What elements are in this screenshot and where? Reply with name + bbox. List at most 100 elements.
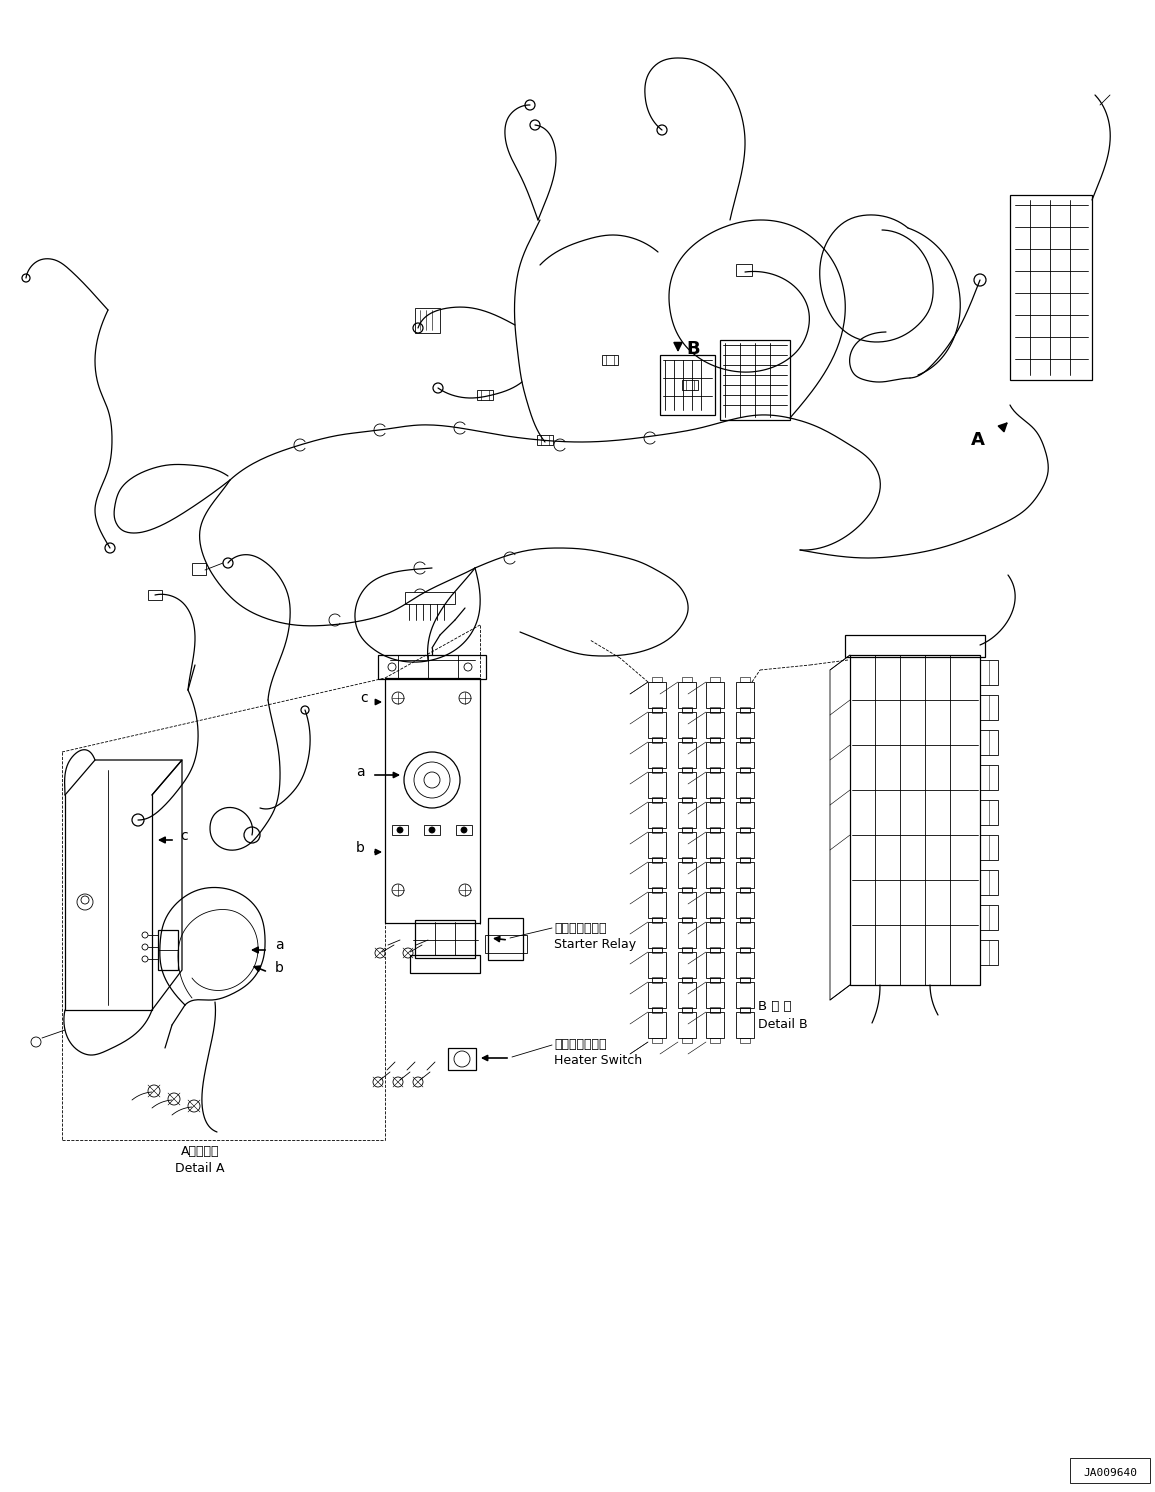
Bar bbox=[740, 1038, 750, 1043]
Bar bbox=[710, 828, 720, 833]
Bar bbox=[681, 768, 692, 773]
Bar bbox=[678, 952, 696, 977]
Bar bbox=[710, 918, 720, 922]
Bar bbox=[678, 712, 696, 739]
Bar bbox=[653, 947, 662, 952]
Bar bbox=[710, 768, 720, 773]
Circle shape bbox=[461, 827, 467, 833]
Bar bbox=[706, 862, 724, 888]
Bar bbox=[681, 737, 692, 742]
Bar bbox=[740, 737, 750, 742]
Bar bbox=[845, 636, 985, 656]
Bar bbox=[979, 906, 998, 930]
Text: b: b bbox=[356, 841, 365, 855]
Bar bbox=[710, 677, 720, 682]
Bar bbox=[653, 798, 662, 803]
Bar bbox=[681, 1007, 692, 1012]
Bar bbox=[648, 892, 666, 918]
Bar bbox=[489, 918, 523, 959]
Bar bbox=[653, 918, 662, 924]
Text: Starter Relay: Starter Relay bbox=[554, 938, 636, 950]
Bar bbox=[710, 977, 720, 983]
Bar bbox=[678, 1012, 696, 1038]
Bar bbox=[653, 797, 662, 803]
Bar bbox=[678, 833, 696, 858]
Bar bbox=[648, 1012, 666, 1038]
Bar bbox=[740, 707, 750, 712]
Bar bbox=[736, 712, 754, 739]
Bar bbox=[710, 737, 720, 742]
Circle shape bbox=[424, 771, 440, 788]
Bar bbox=[850, 655, 979, 985]
Bar bbox=[710, 707, 720, 712]
Bar bbox=[653, 888, 662, 894]
Bar bbox=[740, 888, 750, 894]
Bar bbox=[602, 355, 618, 366]
Bar bbox=[653, 739, 662, 743]
Bar bbox=[710, 798, 720, 803]
Text: スタータリレー: スタータリレー bbox=[554, 922, 606, 935]
Bar bbox=[653, 737, 662, 742]
Bar bbox=[385, 677, 480, 924]
Bar bbox=[648, 952, 666, 977]
Bar bbox=[740, 709, 750, 713]
Bar bbox=[740, 918, 750, 922]
Bar bbox=[448, 1047, 476, 1070]
Bar bbox=[979, 836, 998, 859]
Bar bbox=[415, 921, 475, 958]
Bar bbox=[736, 742, 754, 768]
Bar bbox=[424, 825, 440, 836]
Bar bbox=[681, 977, 692, 982]
Bar bbox=[706, 892, 724, 918]
Bar bbox=[378, 655, 486, 679]
Bar bbox=[706, 982, 724, 1009]
Bar bbox=[740, 977, 750, 983]
Bar bbox=[653, 828, 662, 833]
Bar bbox=[740, 947, 750, 952]
Bar bbox=[678, 982, 696, 1009]
Text: b: b bbox=[275, 961, 284, 974]
Bar bbox=[681, 888, 692, 892]
Text: A　詳　細: A 詳 細 bbox=[180, 1144, 219, 1158]
Bar bbox=[681, 947, 692, 952]
Bar bbox=[710, 947, 720, 952]
Bar bbox=[681, 918, 692, 924]
Bar bbox=[736, 833, 754, 858]
Text: Detail A: Detail A bbox=[176, 1162, 225, 1176]
Bar bbox=[148, 589, 162, 600]
Text: c: c bbox=[360, 691, 368, 706]
Bar bbox=[653, 1007, 662, 1012]
Bar bbox=[653, 858, 662, 862]
Bar bbox=[681, 1009, 692, 1013]
Bar bbox=[681, 798, 692, 803]
Bar bbox=[405, 592, 455, 604]
Bar bbox=[979, 659, 998, 685]
Bar bbox=[736, 892, 754, 918]
Bar bbox=[648, 862, 666, 888]
Bar bbox=[678, 922, 696, 947]
Bar bbox=[736, 771, 754, 798]
Bar bbox=[740, 888, 750, 892]
Bar bbox=[648, 712, 666, 739]
Bar bbox=[736, 982, 754, 1009]
Text: ヒータスイッチ: ヒータスイッチ bbox=[554, 1038, 606, 1050]
Bar bbox=[706, 1012, 724, 1038]
Bar bbox=[678, 803, 696, 828]
Bar bbox=[740, 918, 750, 924]
Bar bbox=[678, 892, 696, 918]
Bar bbox=[710, 797, 720, 803]
Bar bbox=[740, 677, 750, 682]
Bar bbox=[740, 947, 750, 953]
Bar bbox=[710, 1038, 720, 1043]
Bar bbox=[710, 739, 720, 743]
Bar bbox=[653, 709, 662, 713]
Text: Detail B: Detail B bbox=[758, 1018, 807, 1031]
Text: c: c bbox=[180, 830, 187, 843]
Bar bbox=[710, 947, 720, 953]
Bar bbox=[740, 828, 750, 833]
Bar bbox=[653, 888, 662, 892]
Circle shape bbox=[429, 827, 435, 833]
Bar bbox=[979, 695, 998, 721]
Bar bbox=[681, 739, 692, 743]
Bar bbox=[192, 562, 206, 574]
